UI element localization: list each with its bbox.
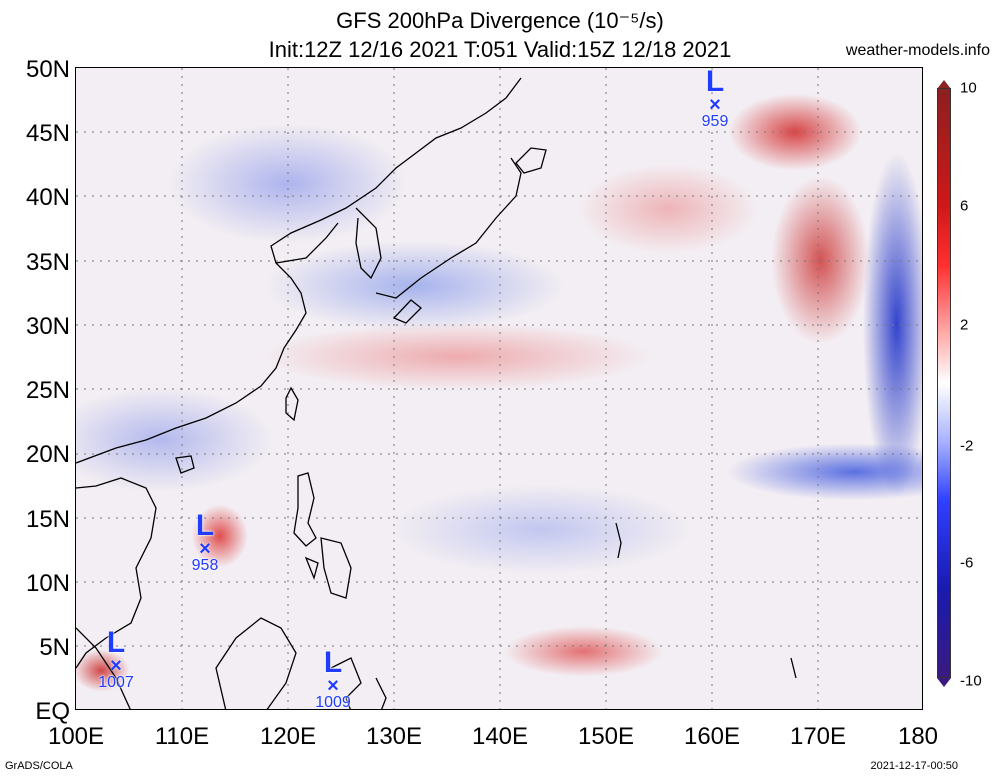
lat-label: 45N bbox=[25, 120, 70, 147]
lat-label: EQ bbox=[35, 698, 70, 725]
low-letter: L bbox=[195, 509, 215, 542]
divergence-map bbox=[75, 67, 923, 710]
colorbar-label: 2 bbox=[960, 316, 969, 334]
low-center-icon: × bbox=[327, 675, 339, 697]
lon-label: 110E bbox=[154, 723, 210, 750]
colorbar-label: 6 bbox=[960, 197, 969, 215]
lat-label: 10N bbox=[25, 570, 70, 597]
low-center-icon: × bbox=[709, 94, 721, 116]
colorbar-label: -10 bbox=[960, 672, 982, 690]
lon-label: 160E bbox=[683, 723, 741, 750]
colorbar-bottom-arrow bbox=[937, 678, 951, 687]
low-pressure-marker: L × 959 bbox=[690, 65, 740, 130]
low-center-icon: × bbox=[199, 538, 211, 560]
colorbar bbox=[937, 88, 951, 678]
lon-label: 180 bbox=[897, 723, 939, 750]
colorbar-label: -6 bbox=[960, 554, 974, 572]
lon-label: 140E bbox=[471, 723, 529, 750]
lat-label: 40N bbox=[25, 184, 70, 211]
low-letter: L bbox=[323, 646, 343, 679]
low-pressure-value: 1009 bbox=[315, 694, 351, 711]
lat-label: 50N bbox=[25, 56, 70, 83]
lon-label: 100E bbox=[47, 723, 105, 750]
lon-label: 130E bbox=[365, 723, 423, 750]
low-pressure-value: 958 bbox=[191, 557, 219, 574]
colorbar-label: -2 bbox=[960, 437, 974, 455]
lat-label: 20N bbox=[25, 441, 70, 468]
grid-lines bbox=[76, 68, 922, 709]
low-pressure-value: 959 bbox=[701, 113, 729, 130]
footer-software: GrADS/COLA bbox=[5, 760, 73, 772]
chart-subtitle: Init:12Z 12/16 2021 T:051 Valid:15Z 12/1… bbox=[268, 37, 732, 62]
coastlines bbox=[76, 77, 797, 709]
low-letter: L bbox=[106, 626, 126, 659]
lon-label: 150E bbox=[577, 723, 635, 750]
chart-title: GFS 200hPa Divergence (10⁻⁵/s) bbox=[336, 8, 664, 33]
low-pressure-value: 1007 bbox=[98, 674, 134, 691]
lon-label: 170E bbox=[789, 723, 847, 750]
lat-label: 25N bbox=[25, 377, 70, 404]
lat-label: 35N bbox=[25, 249, 70, 276]
lat-label: 30N bbox=[25, 313, 70, 340]
lat-label: 15N bbox=[25, 506, 70, 533]
colorbar-top-arrow bbox=[937, 80, 951, 89]
site-credit: weather-models.info bbox=[845, 42, 990, 59]
map-overlay bbox=[76, 68, 922, 709]
colorbar-label: 10 bbox=[960, 79, 977, 97]
lon-label: 120E bbox=[259, 723, 317, 750]
low-pressure-marker: L × 1007 bbox=[88, 626, 144, 691]
low-pressure-marker: L × 1009 bbox=[305, 646, 361, 711]
low-letter: L bbox=[705, 65, 725, 98]
footer-timestamp: 2021-12-17-00:50 bbox=[870, 760, 958, 772]
low-center-icon: × bbox=[110, 655, 122, 677]
lat-label: 5N bbox=[39, 634, 70, 661]
low-pressure-marker: L × 958 bbox=[180, 509, 230, 574]
